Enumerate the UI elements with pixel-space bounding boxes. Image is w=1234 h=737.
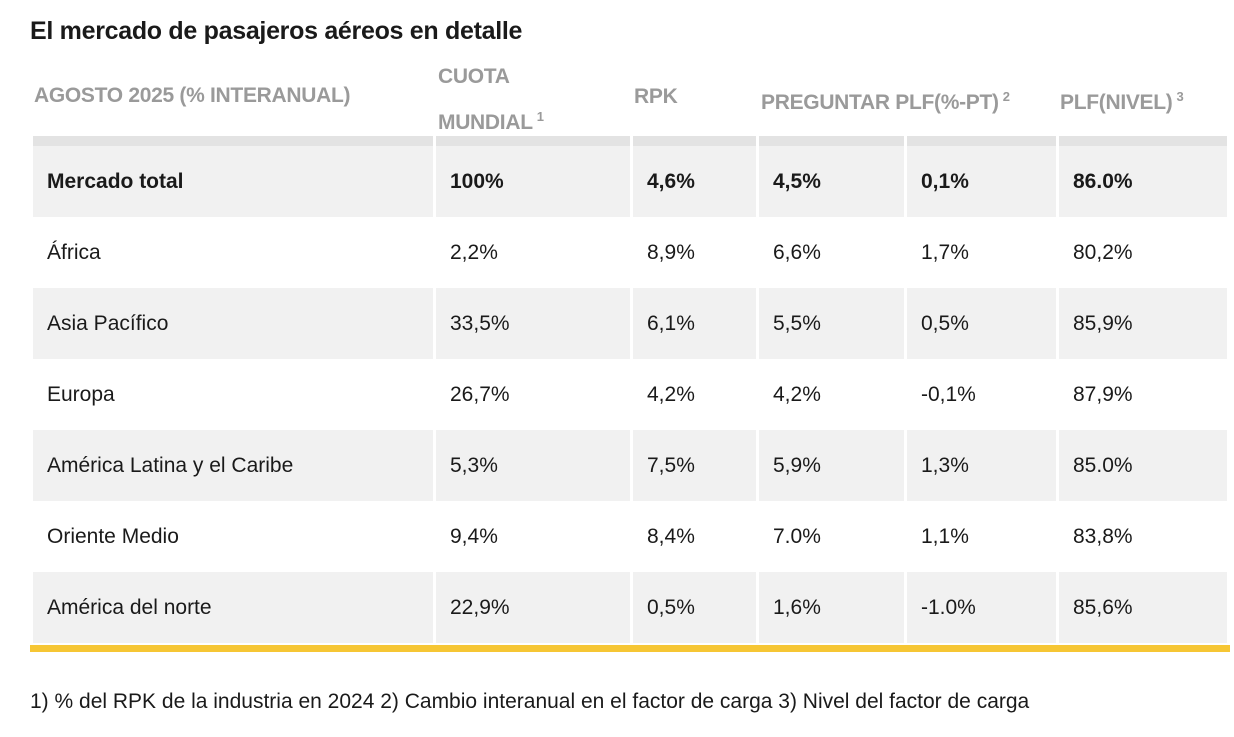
table-row: América del norte 22,9% 0,5% 1,6% -1.0% 85,6% [33,572,1227,643]
cell-region: Europa [47,382,115,406]
cell-ask: 1,6% [759,572,904,643]
footnote: 1) % del RPK de la industria en 2024 2) … [30,690,1030,713]
table-row: África 2,2% 8,9% 6,6% 1,7% 80,2% [33,217,1227,288]
table-row: Asia Pacífico 33,5% 6,1% 5,5% 0,5% 85,9% [33,288,1227,359]
cell-plf-pt: 1,7% [921,240,969,264]
cell-plf-pt: 0,1% [907,146,1056,217]
cell-share: 2,2% [450,240,498,264]
cell-plf-pt: 1,1% [921,524,969,548]
cell-plf-level: 87,9% [1073,382,1133,406]
table-row: Mercado total 100% 4,6% 4,5% 0,1% 86.0% [33,146,1227,217]
cell-share: 9,4% [450,524,498,548]
cell-rpk: 6,1% [633,288,756,359]
cell-plf-pt: 0,5% [907,288,1056,359]
header-share: CUOTA MUNDIAL 1 [438,57,544,143]
header-share-line2: MUNDIAL [438,111,533,134]
cell-rpk: 4,2% [647,382,695,406]
cell-region: América del norte [33,572,433,643]
cell-plf-pt: -0,1% [921,382,976,406]
table-top-band [33,136,1227,146]
cell-share: 5,3% [436,430,630,501]
accent-divider [30,645,1230,652]
header-plf-level-label: PLF(NIVEL) [1060,91,1173,114]
footnote-ref: 1 [536,109,544,124]
header-ask-plf-label: PREGUNTAR PLF(%-PT) [761,91,999,114]
cell-plf-level: 86.0% [1059,146,1227,217]
page-title: El mercado de pasajeros aéreos en detall… [30,17,523,45]
cell-rpk: 0,5% [633,572,756,643]
cell-region: Mercado total [33,146,433,217]
cell-share: 22,9% [436,572,630,643]
cell-rpk: 7,5% [633,430,756,501]
header-share-line1: CUOTA [438,65,510,88]
cell-share: 33,5% [436,288,630,359]
header-plf-level: PLF(NIVEL) 3 [1060,77,1184,123]
cell-ask: 5,5% [759,288,904,359]
cell-region: Asia Pacífico [33,288,433,359]
cell-rpk: 4,6% [633,146,756,217]
cell-share: 100% [436,146,630,217]
cell-rpk: 8,4% [647,524,695,548]
footnote-ref: 2 [1002,89,1010,104]
cell-region: Oriente Medio [47,524,179,548]
cell-share: 26,7% [450,382,510,406]
table-row: Europa 26,7% 4,2% 4,2% -0,1% 87,9% [33,359,1227,430]
cell-region: África [47,240,101,264]
cell-plf-level: 80,2% [1073,240,1133,264]
cell-plf-level: 83,8% [1073,524,1133,548]
cell-plf-pt: -1.0% [907,572,1056,643]
cell-region: América Latina y el Caribe [33,430,433,501]
header-period: AGOSTO 2025 (% INTERANUAL) [34,84,351,107]
cell-plf-pt: 1,3% [907,430,1056,501]
data-table: Mercado total 100% 4,6% 4,5% 0,1% 86.0% África… [30,136,1230,643]
cell-ask: 5,9% [759,430,904,501]
header-ask-plf: PREGUNTAR PLF(%-PT) 2 [761,77,1010,123]
cell-ask: 7.0% [773,524,821,548]
footnote-ref: 3 [1176,89,1184,104]
cell-plf-level: 85.0% [1059,430,1227,501]
cell-ask: 4,5% [759,146,904,217]
cell-rpk: 8,9% [647,240,695,264]
cell-plf-level: 85,9% [1059,288,1227,359]
cell-ask: 6,6% [773,240,821,264]
table-row: Oriente Medio 9,4% 8,4% 7.0% 1,1% 83,8% [33,501,1227,572]
cell-ask: 4,2% [773,382,821,406]
table-row: América Latina y el Caribe 5,3% 7,5% 5,9% 1,… [33,430,1227,501]
cell-plf-level: 85,6% [1059,572,1227,643]
header-rpk: RPK [634,85,678,108]
